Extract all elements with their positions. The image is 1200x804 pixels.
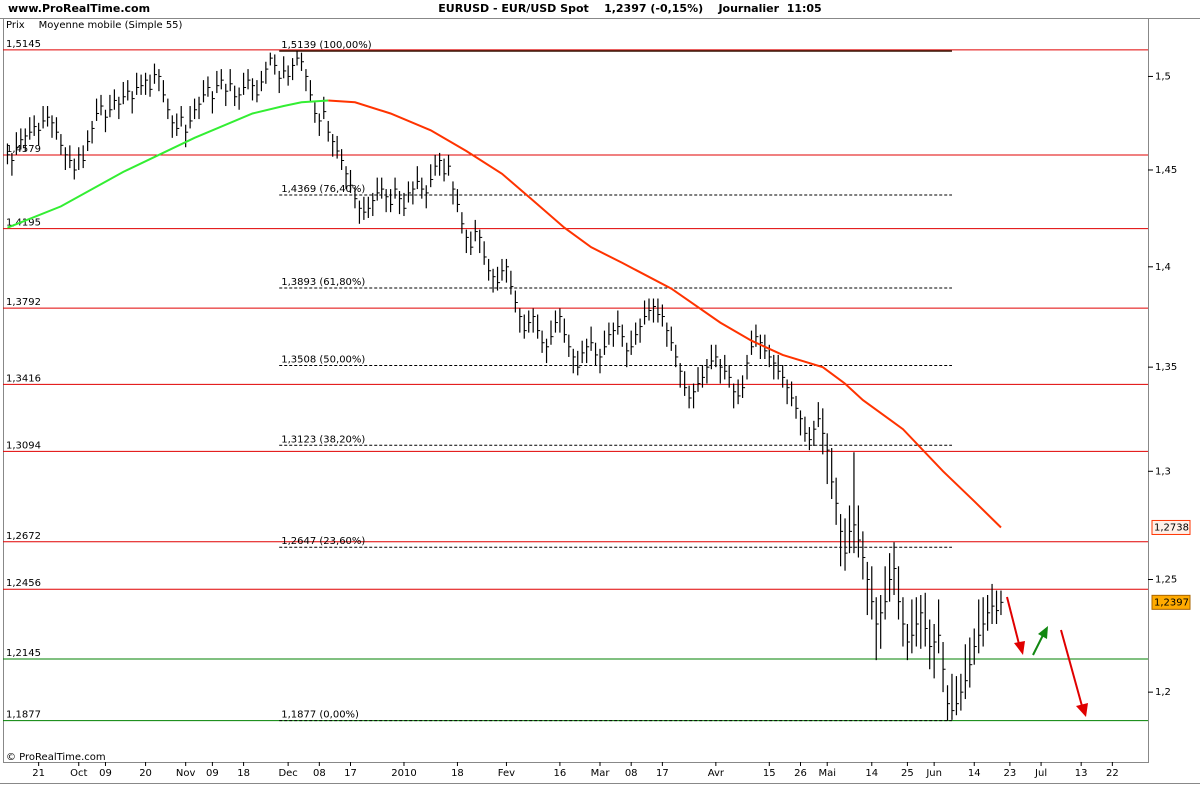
level-label: 1,3792 — [6, 297, 41, 308]
x-tick-label: 17 — [656, 768, 669, 779]
x-tick-label: Avr — [708, 768, 725, 779]
y-tick-label: 1,5 — [1155, 71, 1171, 82]
level-label: 1,2145 — [6, 648, 41, 659]
x-tick-label: 09 — [99, 768, 112, 779]
moving-average — [328, 99, 1002, 529]
fib-label: 1,4369 (76,40%) — [281, 184, 365, 195]
arrow-down — [1006, 596, 1020, 645]
x-tick-label: Dec — [278, 768, 297, 779]
levels: 1,5145 1,4579 1,4195 1,3792 1,3416 1,3094 1,26… — [3, 39, 1148, 722]
x-tick-label: 26 — [794, 768, 807, 779]
moving-average — [7, 99, 329, 229]
x-tick-label: 13 — [1075, 768, 1088, 779]
x-tick-label: 21 — [32, 768, 45, 779]
level-label: 1,1877 — [6, 710, 41, 721]
fib-label: 1,2647 (23,60%) — [281, 536, 365, 547]
last-value-label: 1,2738 — [1154, 522, 1189, 533]
arrow-head — [1038, 626, 1048, 639]
y-tick-label: 1,2 — [1155, 687, 1171, 698]
x-tick-label: 2010 — [391, 768, 416, 779]
x-tick-label: 08 — [625, 768, 638, 779]
fib-label: 1,3123 (38,20%) — [281, 434, 365, 445]
annotation-arrows — [1006, 596, 1088, 717]
x-tick-label: 18 — [451, 768, 464, 779]
level-label: 1,4579 — [6, 144, 41, 155]
x-tick-label: 09 — [206, 768, 219, 779]
x-tick-label: 20 — [139, 768, 152, 779]
y-tick-label: 1,3 — [1155, 466, 1171, 477]
x-tick-label: 25 — [901, 768, 914, 779]
x-tick-label: 16 — [554, 768, 567, 779]
last-value-label: 1,2397 — [1154, 597, 1189, 608]
x-tick-label: 22 — [1106, 768, 1119, 779]
x-tick-label: Fev — [498, 768, 515, 779]
chart-title: EURUSD - EUR/USD Spot 1,2397 (-0,15%) Jo… — [438, 2, 821, 15]
level-label: 1,3416 — [6, 373, 41, 384]
x-tick-label: 14 — [968, 768, 981, 779]
site: www.ProRealTime.com — [8, 2, 150, 15]
level-label: 1,3094 — [6, 440, 41, 451]
x-tick-label: Oct — [70, 768, 87, 779]
arrow-up — [1032, 634, 1044, 656]
x-tick-label: 17 — [344, 768, 357, 779]
x-tick-label: 23 — [1004, 768, 1017, 779]
x-tick-label: 18 — [237, 768, 250, 779]
y-tick-label: 1,45 — [1155, 165, 1177, 176]
x-tick-label: Mai — [818, 768, 836, 779]
fib-label: 1,5139 (100,00%) — [281, 40, 372, 51]
fib-label: 1,3893 (61,80%) — [281, 277, 365, 288]
arrow-head — [1076, 703, 1088, 717]
level-label: 1,2672 — [6, 531, 41, 542]
last-value-box — [1151, 594, 1191, 610]
x-tick-label: Jun — [925, 768, 942, 779]
x-tick-label: Jul — [1034, 768, 1047, 779]
x-tick-label: Mar — [591, 768, 611, 779]
plot-frame — [3, 18, 1149, 763]
y-tick-label: 1,25 — [1155, 575, 1177, 586]
x-tick-label: Nov — [176, 768, 196, 779]
legend-entry: Moyenne mobile (Simple 55) — [39, 20, 183, 31]
legend-entry: Prix — [6, 20, 25, 31]
x-tick-label: 08 — [313, 768, 326, 779]
arrow-down — [1060, 629, 1083, 707]
copyright: © ProRealTime.com — [6, 752, 106, 763]
level-label: 1,2456 — [6, 578, 41, 589]
fib-label: 1,1877 (0,00%) — [281, 710, 359, 721]
marks — [6, 50, 1004, 721]
last-value-box — [1151, 519, 1191, 535]
level-label: 1,5145 — [6, 39, 41, 50]
arrow-head — [1014, 641, 1025, 655]
x-tick-label: 14 — [865, 768, 878, 779]
level-label: 1,4195 — [6, 218, 41, 229]
y-tick-label: 1,4 — [1155, 262, 1171, 273]
y-tick-label: 1,35 — [1155, 362, 1177, 373]
fib-label: 1,3508 (50,00%) — [281, 355, 365, 366]
x-tick-label: 15 — [763, 768, 776, 779]
